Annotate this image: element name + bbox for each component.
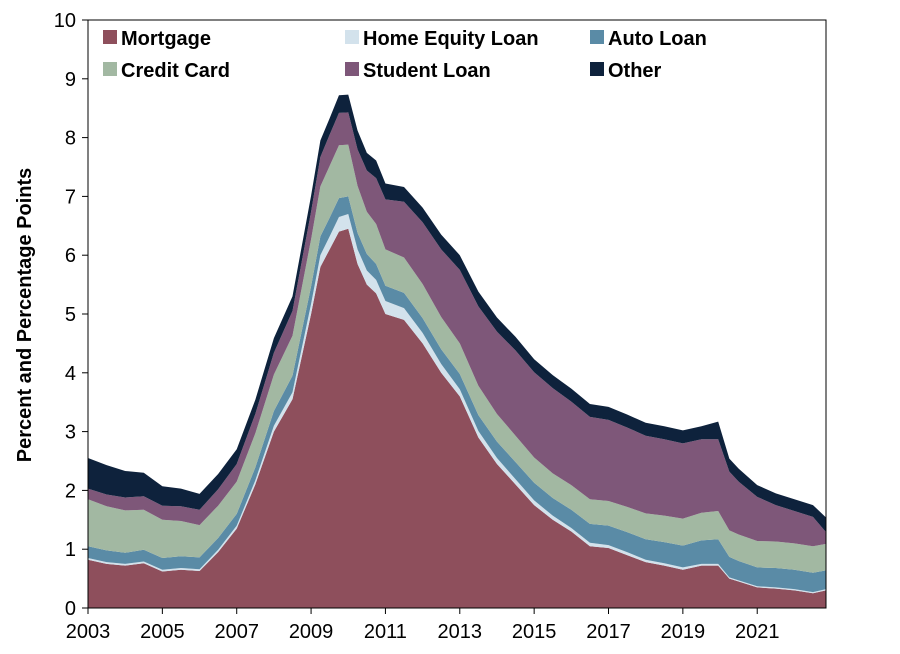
legend-swatch-credit-card [103,62,117,76]
y-tick-label: 2 [65,480,76,502]
y-tick-label: 6 [65,245,76,267]
area-credit-card [88,144,826,573]
legend-swatch-mortgage [103,30,117,44]
x-tick-label: 2021 [735,621,780,643]
area-mortgage [88,228,826,609]
x-tick-label: 2005 [140,621,185,643]
area-student-loan [88,112,826,547]
y-tick-label: 8 [65,128,76,150]
x-tick-label: 2015 [512,621,557,643]
legend-label-home-equity-loan: Home Equity Loan [363,28,539,50]
x-tick-label: 2019 [661,621,706,643]
x-tick-label: 2011 [364,621,407,643]
x-tick-label: 2003 [66,621,111,643]
y-tick-label: 10 [54,10,76,32]
legend-swatch-student-loan [345,62,359,76]
y-tick-label: 0 [65,598,76,620]
y-axis-title: Percent and Percentage Points [14,168,36,463]
y-tick-label: 4 [65,363,76,385]
x-tick-label: 2013 [438,621,483,643]
legend-label-other: Other [608,60,662,82]
legend-label-credit-card: Credit Card [121,60,230,82]
y-tick-label: 5 [65,304,76,326]
y-tick-label: 3 [65,422,76,444]
legend-label-student-loan: Student Loan [363,60,491,82]
legend-label-mortgage: Mortgage [121,28,211,50]
area-series-group [88,94,826,609]
axes-group: 0 1 2 3 4 5 6 7 8 9 10 2003 2005 2007 2009 2011 2013 2015… [54,10,827,643]
legend-label-auto-loan: Auto Loan [608,28,707,50]
y-tick-label: 9 [65,69,76,91]
legend-swatch-home-equity-loan [345,30,359,44]
area-other [88,94,826,533]
legend-swatch-other [590,62,604,76]
x-tick-label: 2017 [586,621,631,643]
legend-swatch-auto-loan [590,30,604,44]
y-tick-label: 7 [65,186,76,208]
x-tick-label: 2009 [289,621,334,643]
y-tick-label: 1 [65,539,76,561]
x-tick-label: 2007 [214,621,259,643]
legend: Mortgage Home Equity Loan Auto Loan Credit … [103,28,707,82]
